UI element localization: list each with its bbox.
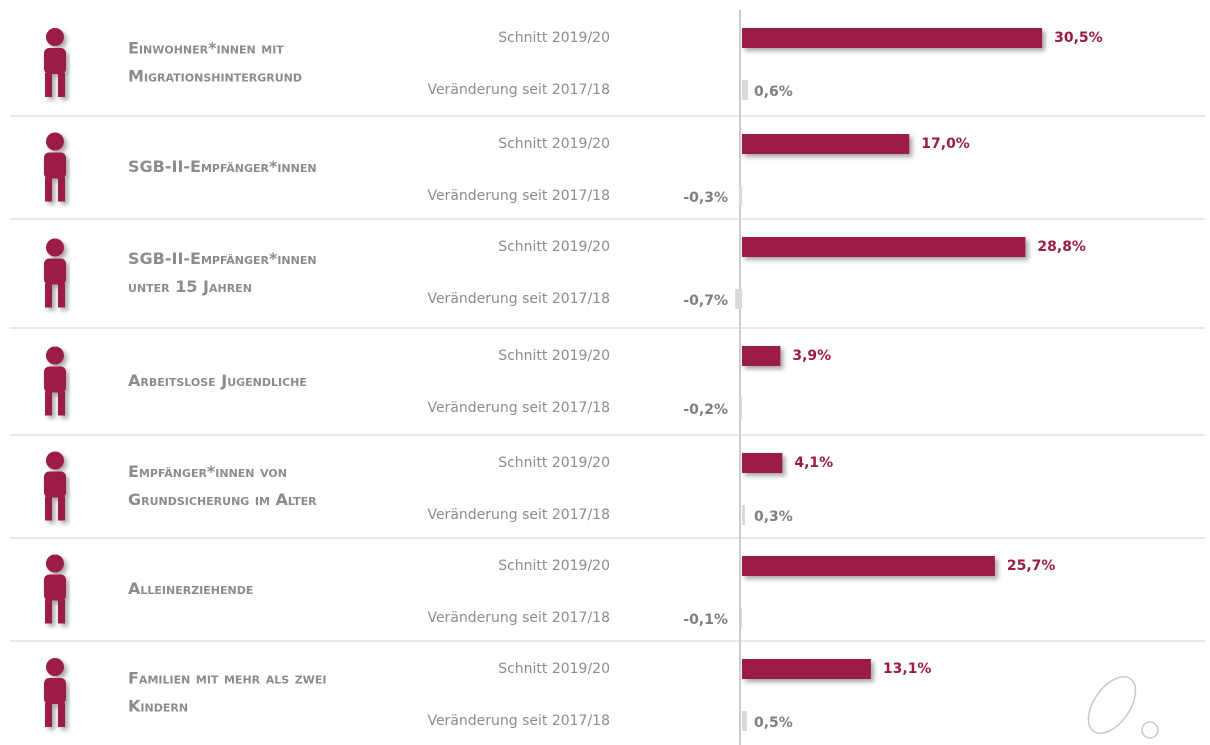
series-label: Schnitt 2019/20 <box>498 30 610 46</box>
change-bar <box>742 711 747 731</box>
value-label: 3,9% <box>792 348 831 364</box>
series-label: Veränderung seit 2017/18 <box>427 713 610 729</box>
bar <box>742 346 781 366</box>
bar <box>742 28 1043 48</box>
category-label: Arbeitslose Jugendliche <box>128 371 307 390</box>
icon-leg <box>45 177 52 202</box>
icon-leg <box>58 496 65 521</box>
bar <box>742 453 783 473</box>
value-label: 4,1% <box>794 455 833 471</box>
row-icon <box>44 554 66 624</box>
logo <box>1087 676 1159 739</box>
icon-body <box>44 574 66 601</box>
series-label: Schnitt 2019/20 <box>498 239 610 255</box>
category-label: Grundsicherung im Alter <box>128 490 317 509</box>
change-bar <box>742 80 748 100</box>
icon-leg <box>58 703 65 727</box>
icon-leg <box>58 599 65 624</box>
icon-body <box>44 258 66 285</box>
icon-body <box>44 48 66 74</box>
row-icon <box>44 658 66 727</box>
icon-leg <box>45 391 52 416</box>
series-label: Schnitt 2019/20 <box>498 661 610 677</box>
series-label: Schnitt 2019/20 <box>498 558 610 574</box>
icon-head <box>46 554 64 573</box>
series-label: Veränderung seit 2017/18 <box>427 291 610 307</box>
series-label: Veränderung seit 2017/18 <box>427 188 610 204</box>
change-label: -0,7% <box>683 293 728 309</box>
change-label: -0,2% <box>683 402 728 418</box>
category-label: Einwohner*innen mit <box>128 39 284 58</box>
series-label: Veränderung seit 2017/18 <box>427 610 610 626</box>
icon-body <box>44 678 66 704</box>
icon-leg <box>45 703 52 727</box>
row-icon <box>44 346 66 416</box>
icon-head <box>46 658 64 676</box>
series-label: Veränderung seit 2017/18 <box>427 400 610 416</box>
value-label: 30,5% <box>1054 30 1103 46</box>
change-label: 0,6% <box>754 84 793 100</box>
category-label: unter 15 Jahren <box>128 277 252 296</box>
row-icon <box>44 238 66 308</box>
icon-head <box>46 132 64 151</box>
change-label: -0,3% <box>683 190 728 206</box>
change-bar <box>742 505 745 525</box>
icon-leg <box>45 599 52 624</box>
row-icon <box>44 28 66 97</box>
change-label: -0,1% <box>683 612 728 628</box>
change-bar <box>739 186 742 206</box>
change-bar <box>741 608 742 628</box>
icon-leg <box>58 391 65 416</box>
icon-body <box>44 471 66 498</box>
row-icon <box>44 451 66 521</box>
icon-head <box>46 346 64 365</box>
icon-body <box>44 152 66 179</box>
change-bar <box>735 289 742 309</box>
icon-head <box>46 28 64 46</box>
category-label: Familien mit mehr als zwei <box>128 669 326 688</box>
series-label: Schnitt 2019/20 <box>498 455 610 471</box>
category-label: Migrationshintergrund <box>128 67 302 86</box>
change-label: 0,3% <box>754 509 793 525</box>
icon-head <box>46 451 64 470</box>
category-label: Empfänger*innen von <box>128 462 287 481</box>
icon-leg <box>58 177 65 202</box>
icon-leg <box>58 73 65 97</box>
value-label: 13,1% <box>883 661 932 677</box>
series-label: Schnitt 2019/20 <box>498 136 610 152</box>
category-label: Kindern <box>128 697 188 716</box>
bar <box>742 237 1026 257</box>
category-label: SGB-II-Empfänger*innen <box>128 157 317 176</box>
icon-body <box>44 366 66 393</box>
value-label: 28,8% <box>1037 239 1086 255</box>
bar <box>742 659 871 679</box>
series-label: Schnitt 2019/20 <box>498 348 610 364</box>
icon-leg <box>45 283 52 308</box>
icon-leg <box>45 73 52 97</box>
series-label: Veränderung seit 2017/18 <box>427 507 610 523</box>
bar <box>742 556 995 576</box>
change-label: 0,5% <box>754 715 793 731</box>
value-label: 17,0% <box>921 136 970 152</box>
icon-leg <box>58 283 65 308</box>
category-label: SGB-II-Empfänger*innen <box>128 249 317 268</box>
value-label: 25,7% <box>1007 558 1056 574</box>
series-label: Veränderung seit 2017/18 <box>427 82 610 98</box>
change-bar <box>740 398 742 418</box>
icon-head <box>46 238 64 257</box>
icon-leg <box>45 496 52 521</box>
category-label: Alleinerziehende <box>128 579 253 598</box>
bar <box>742 134 910 154</box>
row-icon <box>44 132 66 202</box>
